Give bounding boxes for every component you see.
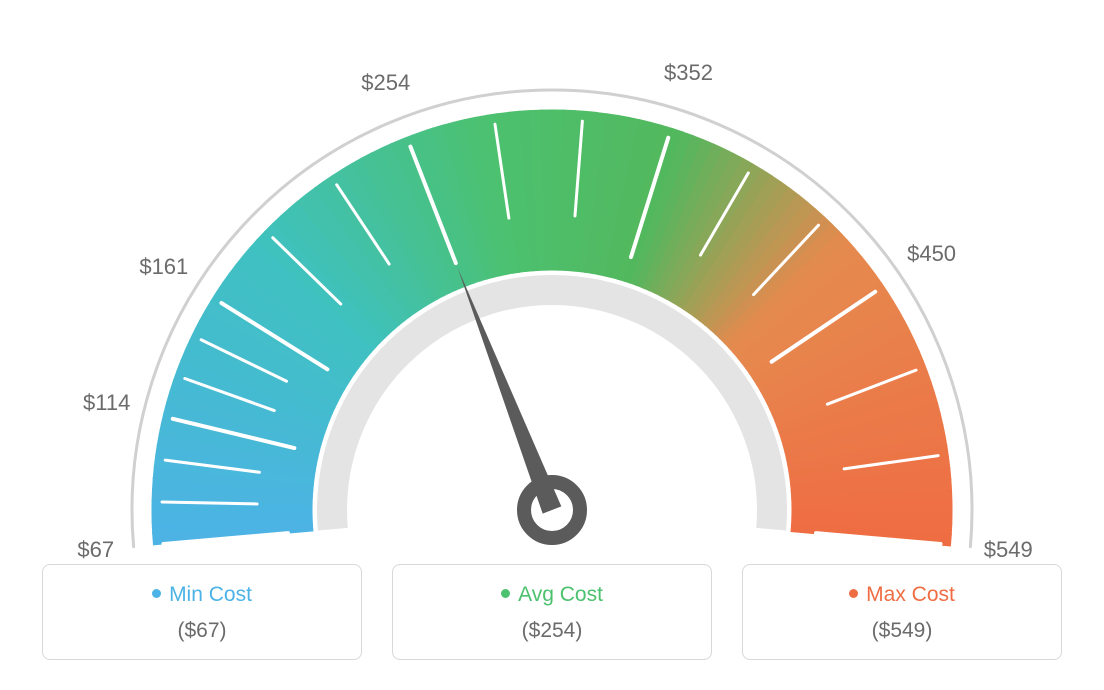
legend-dot-avg bbox=[501, 589, 510, 598]
legend-title-min-text: Min Cost bbox=[169, 583, 252, 606]
gauge-container: $67 $114 $161 $254 $352 $450 $549 bbox=[52, 10, 1052, 570]
tick-label: $254 bbox=[361, 70, 410, 96]
legend-dot-max bbox=[849, 589, 858, 598]
tick-label: $161 bbox=[139, 254, 188, 280]
legend-title-avg: Avg Cost bbox=[393, 583, 711, 607]
tick-label: $549 bbox=[984, 537, 1033, 563]
legend-card-min: Min Cost ($67) bbox=[42, 564, 362, 660]
tick-label: $114 bbox=[83, 390, 130, 416]
legend-card-avg: Avg Cost ($254) bbox=[392, 564, 712, 660]
tick-label: $352 bbox=[664, 60, 713, 86]
legend-row: Min Cost ($67) Avg Cost ($254) Max Cost … bbox=[42, 564, 1062, 660]
tick-label: $67 bbox=[77, 537, 114, 563]
legend-value-avg: ($254) bbox=[393, 619, 711, 643]
legend-value-min: ($67) bbox=[43, 619, 361, 643]
legend-title-avg-text: Avg Cost bbox=[518, 583, 603, 606]
legend-card-max: Max Cost ($549) bbox=[742, 564, 1062, 660]
tick-label: $450 bbox=[907, 241, 956, 267]
legend-title-min: Min Cost bbox=[43, 583, 361, 607]
gauge-svg bbox=[52, 10, 1052, 570]
legend-title-max-text: Max Cost bbox=[866, 583, 955, 606]
legend-dot-min bbox=[152, 589, 161, 598]
legend-title-max: Max Cost bbox=[743, 583, 1061, 607]
legend-value-max: ($549) bbox=[743, 619, 1061, 643]
